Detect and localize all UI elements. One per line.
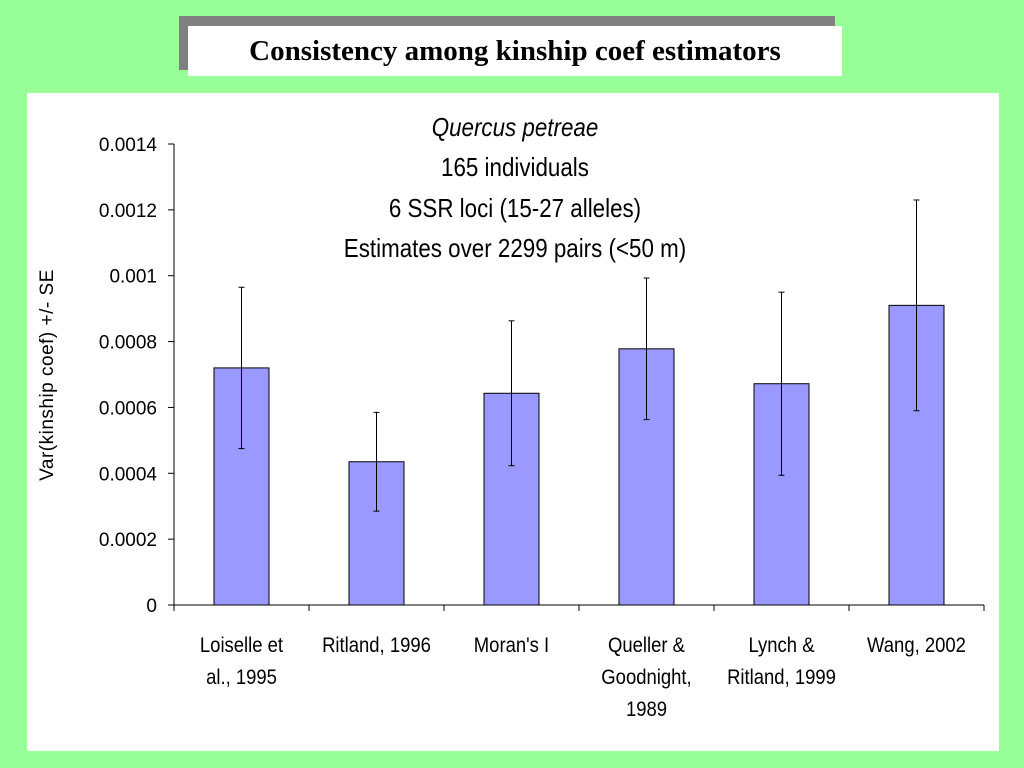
x-tick-label-line: Loiselle et (200, 634, 284, 657)
chart-annotation-pairs: Estimates over 2299 pairs (<50 m) (343, 233, 687, 263)
y-tick-label: 0.0006 (99, 398, 157, 419)
x-tick-label: Wang, 2002 (867, 634, 966, 657)
y-tick-label: 0.0002 (99, 530, 157, 551)
x-tick-label-line: Moran's I (474, 634, 549, 657)
x-tick-label: Moran's I (474, 634, 549, 657)
x-tick-label-line: Wang, 2002 (867, 634, 966, 657)
y-tick-label: 0.0014 (99, 135, 158, 156)
y-tick-label: 0 (146, 596, 157, 617)
x-tick-label: Lynch & Ritland, 1999 (727, 634, 836, 689)
x-tick-label-line: Goodnight, (601, 666, 691, 689)
chart-annotation-loci: 6 SSR loci (15-27 alleles) (388, 193, 642, 223)
chart-annotation-species: Quercus petreae (431, 112, 599, 142)
y-tick-label: 0.0012 (99, 201, 157, 222)
x-tick-label: Loiselle et al., 1995 (200, 634, 284, 689)
x-tick-label: Ritland, 1996 (322, 634, 431, 657)
x-tick-label-line: al., 1995 (206, 666, 277, 689)
x-tick-label: Queller & Goodnight, 1989 (601, 634, 691, 721)
x-tick-label-line: Queller & (608, 634, 685, 657)
x-tick-label-line: Ritland, 1996 (322, 634, 431, 657)
y-tick-label: 0.001 (109, 267, 157, 288)
chart-annotation-individuals: 165 individuals (441, 152, 589, 182)
slide-title: Consistency among kinship coef estimator… (249, 34, 781, 67)
x-tick-label-line: Lynch & (748, 634, 814, 657)
title-box: Consistency among kinship coef estimator… (188, 26, 842, 76)
y-axis-label: Var(kinship coef) +/- SE (37, 269, 58, 481)
y-tick-label: 0.0008 (99, 333, 157, 354)
x-tick-label-line: Ritland, 1999 (727, 666, 836, 689)
y-tick-label: 0.0004 (99, 464, 158, 485)
x-tick-label-line: 1989 (626, 698, 667, 721)
